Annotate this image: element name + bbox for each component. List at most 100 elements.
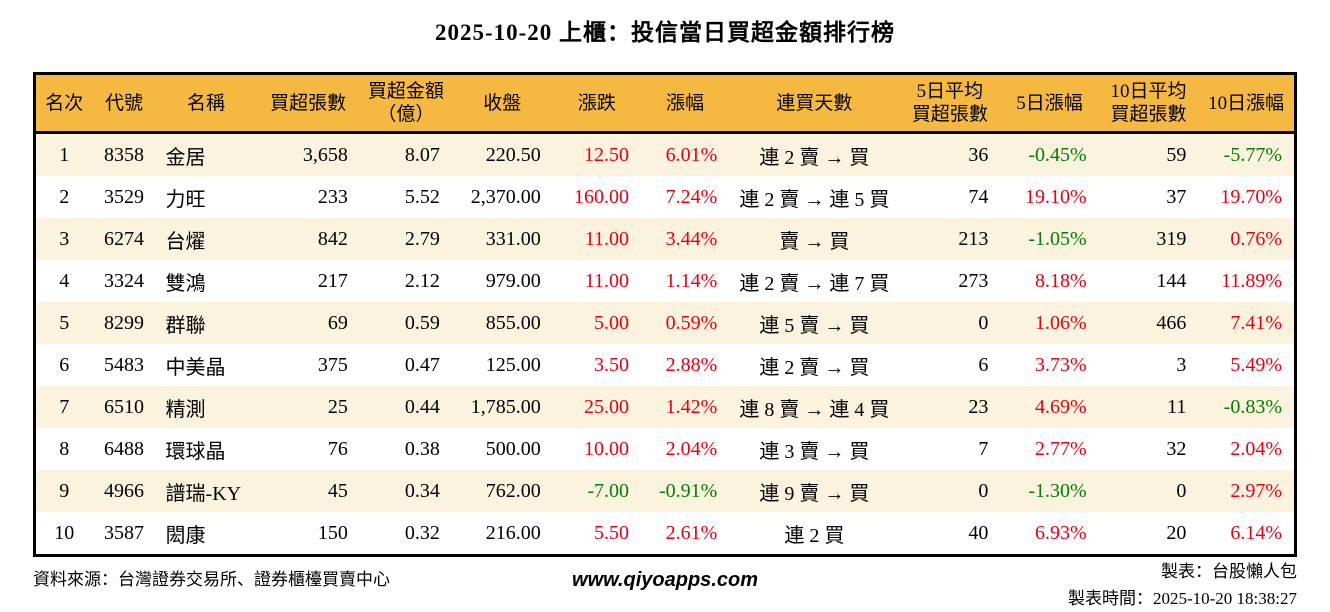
cell-change: -7.00	[587, 479, 629, 502]
cell-net-buy-amount: 0.44	[404, 395, 440, 418]
cell-avg10-shares: 37	[1166, 185, 1187, 208]
table-body: 1 8358 金居 3,658 8.07 220.50 12.50 6.01% …	[34, 132, 1296, 556]
cell-rank: 9	[59, 479, 70, 502]
cell-buy-streak: 連 3 賣 → 買	[759, 440, 870, 463]
cell-change: 3.50	[594, 353, 629, 376]
cell-avg10-shares: 144	[1156, 269, 1187, 292]
cell-change: 160.00	[574, 185, 629, 208]
cell-net-buy-shares: 69	[327, 311, 348, 334]
cell-net-buy-shares: 150	[317, 521, 348, 544]
cell-chg10-pct: 2.04%	[1230, 437, 1282, 460]
cell-rank: 1	[59, 143, 70, 166]
column-header: 代號	[92, 73, 156, 134]
cell-rank: 7	[59, 395, 70, 418]
cell-chg10-pct: 2.97%	[1230, 479, 1282, 502]
cell-rank: 5	[59, 311, 70, 334]
cell-name: 中美晶	[165, 356, 226, 379]
cell-net-buy-shares: 76	[327, 437, 348, 460]
cell-close: 762.00	[485, 479, 541, 502]
cell-code: 3324	[104, 269, 145, 292]
cell-change-pct: 2.61%	[665, 521, 718, 544]
cell-avg5-shares: 6	[978, 353, 989, 376]
cell-chg5-pct: 8.18%	[1035, 269, 1087, 292]
cell-net-buy-amount: 0.38	[404, 437, 440, 460]
cell-chg5-pct: 6.93%	[1035, 521, 1087, 544]
cell-change-pct: 1.42%	[665, 395, 718, 418]
cell-avg5-shares: 74	[968, 185, 989, 208]
cell-change: 12.50	[584, 143, 629, 166]
column-header: 漲幅	[641, 73, 730, 134]
cell-net-buy-amount: 0.34	[404, 479, 440, 502]
cell-avg5-shares: 36	[968, 143, 989, 166]
cell-avg5-shares: 0	[978, 311, 989, 334]
cell-chg5-pct: 4.69%	[1035, 395, 1087, 418]
cell-avg10-shares: 3	[1176, 353, 1187, 376]
cell-buy-streak: 連 5 賣 → 買	[759, 314, 870, 337]
ranking-table: 名次 代號 名稱 買超張數 買超金額 （億） 收盤 漲跌 漲幅 連買天數 5日平…	[33, 72, 1297, 557]
column-header: 買超張數	[256, 73, 360, 134]
cell-chg10-pct: -5.77%	[1223, 143, 1282, 166]
cell-net-buy-shares: 375	[317, 353, 348, 376]
cell-change-pct: 2.88%	[665, 353, 718, 376]
cell-chg5-pct: 1.06%	[1035, 311, 1087, 334]
cell-close: 216.00	[485, 521, 541, 544]
cell-change-pct: 7.24%	[665, 185, 718, 208]
cell-name: 金居	[165, 146, 206, 169]
table-row: 1 8358 金居 3,658 8.07 220.50 12.50 6.01% …	[34, 132, 1296, 176]
cell-name: 環球晶	[165, 440, 226, 463]
cell-close: 855.00	[485, 311, 541, 334]
cell-name: 群聯	[165, 314, 206, 337]
cell-change-pct: 1.14%	[665, 269, 718, 292]
table-row: 3 6274 台燿 842 2.79 331.00 11.00 3.44% 賣 …	[34, 218, 1296, 260]
footer: 資料來源：台灣證券交易所、證券櫃檯買賣中心 www.qiyoapps.com 製…	[33, 558, 1297, 612]
cell-net-buy-amount: 0.47	[404, 353, 440, 376]
cell-net-buy-shares: 3,658	[302, 143, 348, 166]
cell-code: 6510	[104, 395, 145, 418]
cell-avg5-shares: 0	[978, 479, 989, 502]
cell-rank: 8	[59, 437, 70, 460]
made-at-text: 製表時間：2025-10-20 18:38:27	[1067, 589, 1297, 608]
cell-rank: 4	[59, 269, 70, 292]
cell-chg5-pct: 3.73%	[1035, 353, 1087, 376]
cell-buy-streak: 連 2 賣 → 買	[759, 146, 870, 169]
data-source-text: 資料來源：台灣證券交易所、證券櫃檯買賣中心	[33, 570, 390, 589]
column-header: 漲跌	[552, 73, 641, 134]
column-header: 收盤	[451, 73, 553, 134]
cell-net-buy-shares: 217	[317, 269, 348, 292]
maker-text: 製表：台股懶人包	[1161, 562, 1297, 581]
cell-net-buy-amount: 0.32	[404, 521, 440, 544]
cell-net-buy-shares: 25	[327, 395, 348, 418]
cell-avg10-shares: 32	[1166, 437, 1187, 460]
cell-name: 閎康	[165, 524, 206, 547]
table-row: 4 3324 雙鴻 217 2.12 979.00 11.00 1.14% 連 …	[34, 260, 1296, 302]
cell-close: 1,785.00	[470, 395, 541, 418]
column-header: 連買天數	[729, 73, 900, 134]
table-row: 9 4966 譜瑞-KY 45 0.34 762.00 -7.00 -0.91%…	[34, 470, 1296, 512]
cell-chg5-pct: -0.45%	[1028, 143, 1087, 166]
column-header: 10日平均 買超張數	[1098, 73, 1199, 134]
cell-chg10-pct: 6.14%	[1230, 521, 1282, 544]
table-row: 8 6488 環球晶 76 0.38 500.00 10.00 2.04% 連 …	[34, 428, 1296, 470]
cell-close: 2,370.00	[470, 185, 541, 208]
cell-code: 6488	[104, 437, 145, 460]
cell-name: 台燿	[165, 230, 206, 253]
cell-buy-streak: 賣 → 買	[779, 230, 850, 253]
cell-rank: 2	[59, 185, 70, 208]
cell-buy-streak: 連 2 賣 → 買	[759, 356, 870, 379]
page-title: 2025-10-20 上櫃：投信當日買超金額排行榜	[434, 20, 896, 45]
cell-buy-streak: 連 2 賣 → 連 7 買	[739, 272, 890, 295]
cell-close: 500.00	[485, 437, 541, 460]
cell-avg5-shares: 23	[968, 395, 989, 418]
cell-chg10-pct: 7.41%	[1230, 311, 1282, 334]
cell-avg10-shares: 466	[1156, 311, 1187, 334]
cell-change: 5.50	[594, 521, 629, 544]
cell-avg10-shares: 319	[1156, 227, 1187, 250]
table-row: 5 8299 群聯 69 0.59 855.00 5.00 0.59% 連 5 …	[34, 302, 1296, 344]
cell-code: 5483	[104, 353, 145, 376]
cell-code: 8358	[104, 143, 145, 166]
cell-chg10-pct: -0.83%	[1223, 395, 1282, 418]
cell-change: 25.00	[584, 395, 629, 418]
table-row: 7 6510 精測 25 0.44 1,785.00 25.00 1.42% 連…	[34, 386, 1296, 428]
cell-code: 3587	[104, 521, 145, 544]
cell-chg5-pct: -1.05%	[1028, 227, 1087, 250]
